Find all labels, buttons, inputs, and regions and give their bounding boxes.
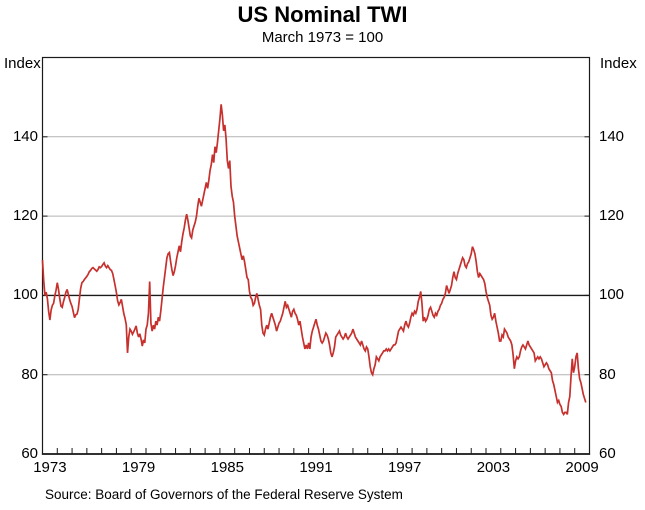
- y-axis-label-left-140: 140: [12, 127, 38, 145]
- x-axis-label-2003: 2003: [476, 459, 511, 476]
- x-axis-label-1991: 1991: [299, 459, 333, 476]
- x-axis-label-1985: 1985: [210, 459, 244, 476]
- chart-title: US Nominal TWI: [237, 2, 408, 27]
- y-axis-label-left-80: 80: [21, 365, 38, 383]
- x-axis-label-1997: 1997: [388, 459, 422, 476]
- twi-line: [41, 104, 587, 416]
- x-axis-label-2009: 2009: [565, 459, 599, 476]
- x-axis-label-1979: 1979: [121, 459, 156, 476]
- chart-subtitle: March 1973 = 100: [261, 29, 384, 46]
- y-axis-label-left-60: 60: [21, 445, 38, 462]
- y-axis-label-right-120: 120: [599, 207, 625, 225]
- y-axis-label-right-140: 140: [599, 127, 625, 145]
- y-axis-label-right-80: 80: [599, 365, 616, 383]
- y-axis-unit-label-left: Index: [4, 55, 41, 72]
- y-axis-unit-label-right: Index: [600, 55, 637, 72]
- x-axis-label-1973: 1973: [33, 459, 67, 476]
- plot-border: [41, 56, 591, 455]
- y-axis-label-left-120: 120: [12, 207, 38, 225]
- y-axis-label-left-100: 100: [12, 286, 38, 304]
- source-note: Source: Board of Governors of the Federa…: [45, 487, 403, 502]
- y-axis-label-right-100: 100: [599, 286, 625, 304]
- y-axis-label-right-60: 60: [599, 445, 616, 462]
